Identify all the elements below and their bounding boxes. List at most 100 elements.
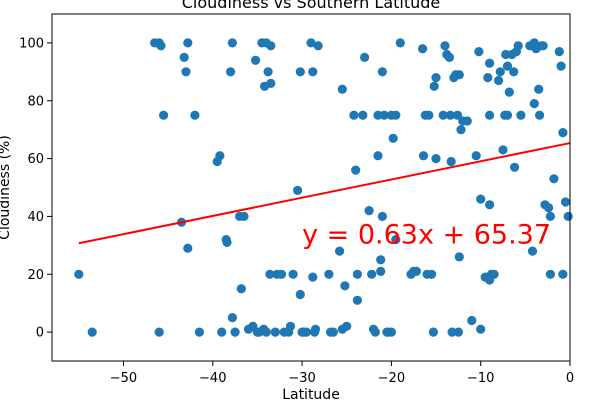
data-point bbox=[438, 110, 448, 120]
data-point bbox=[445, 110, 455, 120]
y-tick-label: 60 bbox=[27, 152, 44, 167]
data-point bbox=[495, 67, 505, 77]
data-point bbox=[418, 151, 429, 161]
data-point bbox=[352, 269, 362, 279]
data-point bbox=[349, 110, 359, 120]
data-point bbox=[358, 110, 368, 120]
data-point bbox=[429, 81, 439, 91]
data-point bbox=[227, 313, 237, 323]
data-point bbox=[454, 70, 464, 80]
data-point bbox=[364, 206, 374, 216]
data-point bbox=[376, 255, 386, 265]
data-point bbox=[183, 38, 193, 48]
data-point bbox=[379, 110, 389, 120]
data-point bbox=[263, 67, 273, 77]
data-point bbox=[538, 41, 548, 51]
data-point bbox=[391, 235, 401, 245]
data-point bbox=[452, 110, 463, 120]
data-point bbox=[453, 327, 463, 337]
data-point bbox=[504, 87, 514, 97]
data-point bbox=[485, 200, 495, 210]
regression-equation: y = 0.63x + 65.37 bbox=[302, 219, 551, 250]
x-tick-label: −50 bbox=[110, 371, 137, 386]
data-point bbox=[230, 327, 240, 337]
data-point bbox=[485, 110, 495, 120]
data-point bbox=[456, 125, 466, 135]
data-point bbox=[454, 252, 464, 262]
data-point bbox=[428, 327, 438, 337]
data-point bbox=[471, 151, 481, 161]
data-point bbox=[509, 162, 520, 172]
data-point bbox=[391, 110, 401, 120]
data-point bbox=[376, 266, 386, 276]
y-tick-label: 20 bbox=[27, 268, 44, 283]
data-point bbox=[386, 327, 396, 337]
data-point bbox=[308, 272, 318, 282]
data-point bbox=[462, 116, 472, 126]
data-point bbox=[563, 211, 573, 221]
data-point bbox=[270, 327, 280, 337]
x-tick-label: −20 bbox=[378, 371, 405, 386]
data-point bbox=[476, 194, 486, 204]
data-point bbox=[310, 324, 321, 334]
y-tick-label: 40 bbox=[27, 210, 44, 225]
data-point bbox=[502, 110, 513, 120]
y-axis-label: Cloudiness (%) bbox=[0, 135, 13, 240]
data-point bbox=[558, 269, 568, 279]
data-point bbox=[190, 110, 200, 120]
data-point bbox=[293, 185, 303, 195]
data-point bbox=[266, 41, 276, 51]
data-point bbox=[324, 269, 334, 279]
data-point bbox=[411, 266, 421, 276]
data-point bbox=[377, 67, 387, 77]
y-tick-label: 100 bbox=[19, 36, 44, 51]
data-point bbox=[181, 67, 191, 77]
data-point bbox=[467, 315, 477, 326]
data-point bbox=[351, 165, 361, 175]
data-point bbox=[306, 38, 316, 48]
y-tick-label: 80 bbox=[27, 94, 44, 109]
data-point bbox=[301, 327, 312, 337]
data-point bbox=[251, 55, 261, 65]
data-point bbox=[217, 327, 227, 337]
data-point bbox=[239, 211, 249, 221]
data-point bbox=[502, 61, 513, 71]
x-axis-label: Latitude bbox=[282, 387, 340, 400]
data-point bbox=[560, 197, 571, 207]
data-point bbox=[226, 67, 236, 77]
data-point bbox=[222, 237, 232, 247]
data-point bbox=[288, 269, 298, 279]
data-point bbox=[483, 73, 493, 83]
data-point bbox=[352, 295, 362, 305]
data-point bbox=[431, 73, 441, 83]
data-point bbox=[183, 243, 193, 253]
data-point bbox=[370, 327, 380, 337]
chart-title: Cloudiness vs Southern Latitude bbox=[182, 0, 441, 12]
x-tick-label: −40 bbox=[199, 371, 226, 386]
data-point bbox=[236, 284, 246, 294]
data-point bbox=[509, 67, 519, 77]
data-point bbox=[544, 203, 554, 213]
data-point bbox=[308, 67, 318, 77]
plot-frame bbox=[51, 13, 571, 362]
data-point bbox=[87, 327, 97, 337]
data-point bbox=[494, 75, 504, 86]
data-point bbox=[447, 327, 457, 337]
data-point bbox=[377, 211, 387, 221]
data-point bbox=[276, 269, 287, 279]
data-point bbox=[227, 38, 237, 48]
x-tick-label: −30 bbox=[288, 371, 315, 386]
data-point bbox=[444, 52, 454, 63]
data-point bbox=[335, 246, 345, 256]
y-axis-ticks: 0 20 40 60 80 100 bbox=[19, 36, 52, 341]
data-point bbox=[388, 133, 398, 143]
data-point bbox=[527, 246, 538, 256]
data-point bbox=[154, 327, 164, 337]
data-point bbox=[159, 110, 169, 120]
data-point bbox=[424, 110, 434, 120]
data-point bbox=[545, 269, 556, 279]
data-point bbox=[265, 269, 275, 279]
data-point bbox=[554, 47, 564, 57]
